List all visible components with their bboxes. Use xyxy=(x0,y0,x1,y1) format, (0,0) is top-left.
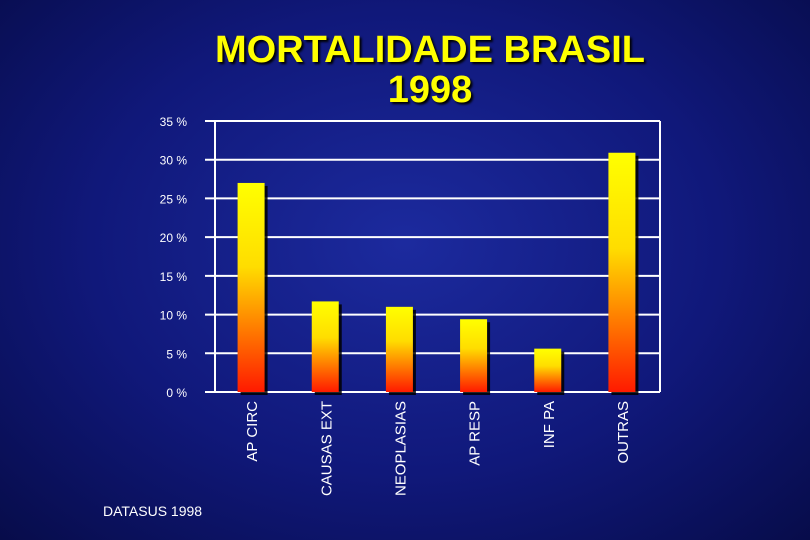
grid-lines xyxy=(205,120,661,393)
x-category-label: AP RESP xyxy=(467,401,484,466)
y-tick-label: 0 % xyxy=(166,386,187,400)
x-category-label: INF PA xyxy=(541,401,558,448)
x-category-label: AP CIRC xyxy=(244,401,261,462)
x-category-label: OUTRAS xyxy=(615,401,632,464)
y-tick-label: 25 % xyxy=(160,192,188,206)
y-axis-ticks: 0 % 5 % 10 % 15 % 20 % 25 % 30 % 35 % xyxy=(160,115,188,400)
bar xyxy=(460,319,488,392)
y-tick-label: 35 % xyxy=(160,115,188,129)
y-tick-label: 30 % xyxy=(160,154,188,168)
y-tick-label: 5 % xyxy=(166,347,187,361)
y-tick-label: 10 % xyxy=(160,309,188,323)
x-axis-labels: AP CIRC CAUSAS EXT NEOPLASIAS AP RESP INF PA… xyxy=(244,401,632,496)
chart-title-line-1: MORTALIDADE BRASIL xyxy=(215,29,645,71)
source-note: DATASUS 1998 xyxy=(103,503,203,519)
bar xyxy=(311,301,339,392)
x-category-label: CAUSAS EXT xyxy=(318,401,335,496)
bar xyxy=(385,306,413,392)
x-category-label: NEOPLASIAS xyxy=(392,401,409,496)
bar xyxy=(237,182,265,392)
y-tick-label: 15 % xyxy=(160,270,188,284)
chart-title: MORTALIDADE BRASIL 1998 xyxy=(170,30,690,110)
chart-title-line-2: 1998 xyxy=(387,69,473,111)
bars xyxy=(237,152,639,395)
y-tick-label: 20 % xyxy=(160,231,188,245)
bar xyxy=(608,152,636,392)
bar xyxy=(534,348,562,392)
